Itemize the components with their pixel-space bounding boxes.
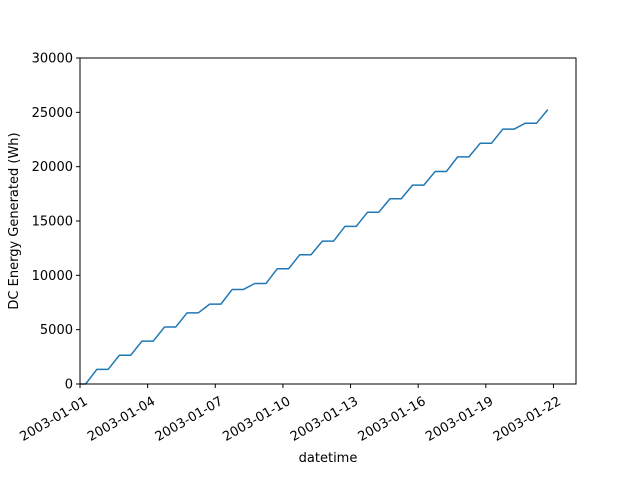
y-tick-label: 5000 (40, 323, 73, 338)
y-tick-label: 30000 (32, 52, 73, 67)
y-axis-label: DC Energy Generated (Wh) (7, 132, 22, 309)
y-tick-label: 15000 (32, 215, 73, 230)
x-axis-label: datetime (299, 451, 358, 466)
y-tick-label: 25000 (32, 106, 73, 121)
y-tick-label: 20000 (32, 160, 73, 175)
y-tick-label: 10000 (32, 269, 73, 284)
y-tick-label: 0 (65, 378, 73, 393)
